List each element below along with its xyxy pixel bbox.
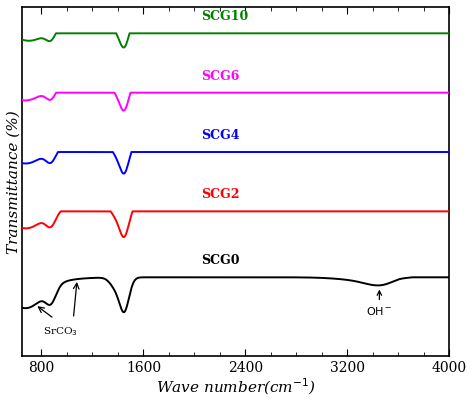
Text: SCG6: SCG6: [201, 70, 239, 83]
Text: SCG0: SCG0: [201, 255, 239, 267]
Text: OH$^-$: OH$^-$: [366, 291, 392, 317]
Text: SCG10: SCG10: [201, 11, 248, 23]
X-axis label: Wave number(cm$^{-1}$): Wave number(cm$^{-1}$): [156, 377, 316, 397]
Text: SCG4: SCG4: [201, 129, 239, 142]
Text: SrCO$_3$: SrCO$_3$: [43, 325, 78, 337]
Text: SCG2: SCG2: [201, 188, 239, 202]
Y-axis label: Transmittance (%): Transmittance (%): [7, 110, 21, 254]
